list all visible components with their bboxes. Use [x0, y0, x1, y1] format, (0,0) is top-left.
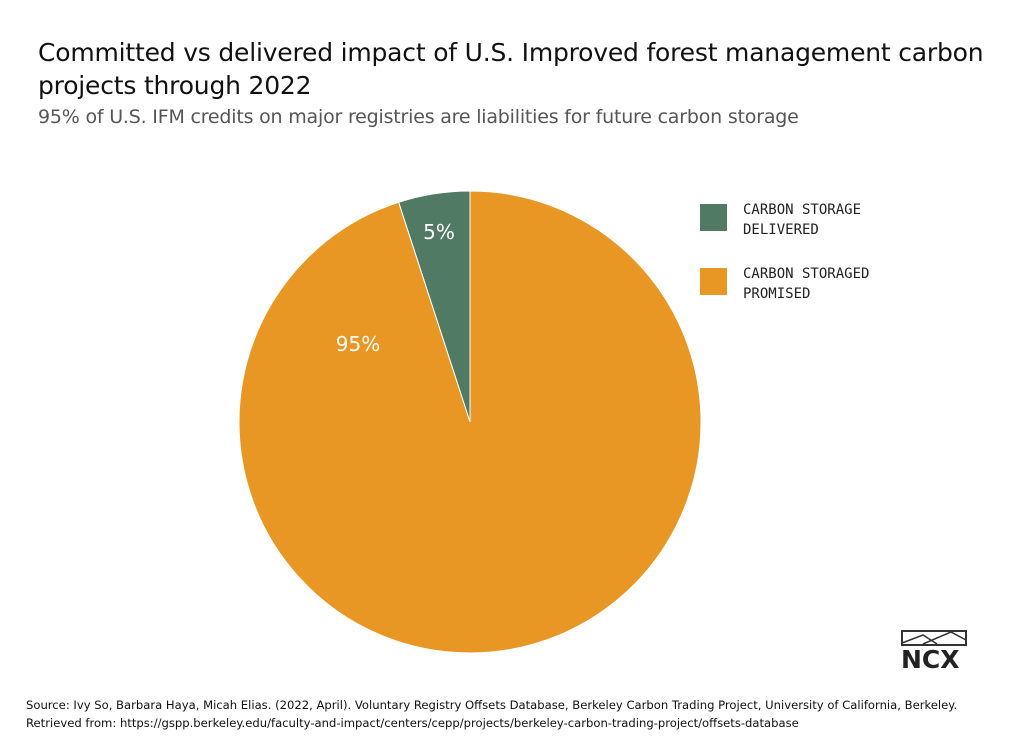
legend-swatch-promised [700, 268, 727, 295]
source-note: Source: Ivy So, Barbara Haya, Micah Elia… [26, 696, 957, 732]
source-url: Retrieved from: https://gspp.berkeley.ed… [26, 716, 799, 730]
legend-label: CARBON STORAGED [743, 266, 870, 282]
slice-label-delivered: 5% [423, 220, 455, 244]
legend-label: CARBON STORAGE [743, 202, 862, 218]
legend-item-delivered: CARBON STORAGE DELIVERED [700, 200, 869, 240]
legend-item-promised: CARBON STORAGED PROMISED [700, 264, 869, 304]
ncx-logo: NCX [901, 645, 960, 674]
chart-title: Committed vs delivered impact of U.S. Im… [38, 38, 984, 100]
pie-slice-promised [238, 190, 702, 654]
legend-swatch-delivered [700, 204, 727, 231]
legend-label: PROMISED [743, 286, 811, 302]
chart-subtitle: 95% of U.S. IFM credits on major registr… [38, 106, 799, 128]
legend-label: DELIVERED [743, 222, 819, 238]
legend: CARBON STORAGE DELIVERED CARBON STORAGED P… [700, 200, 869, 328]
ncx-logo-mountain-icon [901, 630, 967, 646]
slice-label-promised: 95% [336, 332, 380, 356]
source-line: Source: Ivy So, Barbara Haya, Micah Elia… [26, 698, 958, 712]
